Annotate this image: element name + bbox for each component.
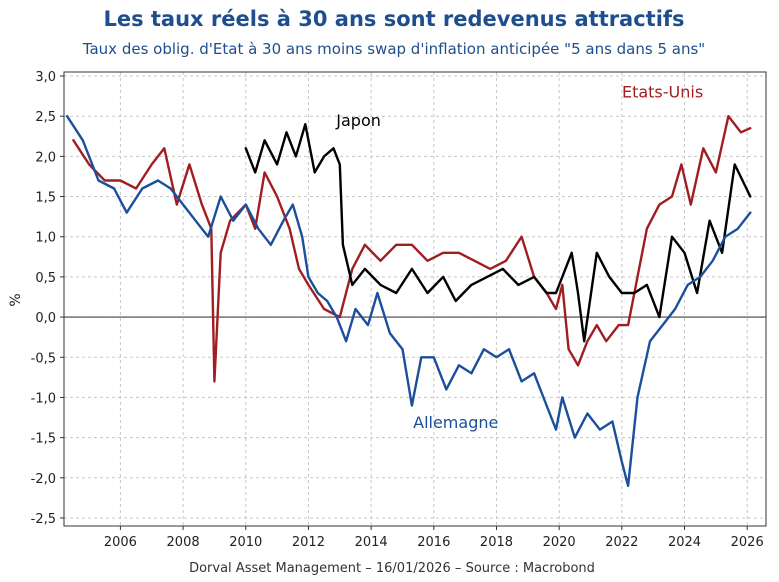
grid <box>64 72 766 526</box>
y-tick-label: 1,0 <box>35 231 56 246</box>
y-tick-label: 0,0 <box>35 311 56 326</box>
series-label-japon: Japon <box>335 111 381 130</box>
y-tick-label: -1,5 <box>31 432 56 447</box>
series-line-etats-unis <box>72 114 752 383</box>
y-tick-label: -1,0 <box>31 391 56 406</box>
x-tick-label: 2020 <box>543 535 576 550</box>
x-tick-label: 2006 <box>104 535 137 550</box>
x-tick-label: 2016 <box>417 535 450 550</box>
y-tick-label: 3,0 <box>35 70 56 85</box>
series-line-japon <box>244 122 752 343</box>
y-tick-label: 2,5 <box>35 110 56 125</box>
plot-area-frame <box>63 71 767 527</box>
footer-source: Dorval Asset Management – 16/01/2026 – S… <box>189 561 595 576</box>
series-label-etats-unis: Etats-Unis <box>622 83 703 102</box>
chart-subtitle: Taux des oblig. d'Etat à 30 ans moins sw… <box>82 40 705 58</box>
y-axis-label: % <box>8 293 24 306</box>
x-tick-label: 2018 <box>480 535 513 550</box>
x-tick-label: 2012 <box>292 535 325 550</box>
x-tick-label: 2024 <box>668 535 701 550</box>
x-tick-label: 2010 <box>229 535 262 550</box>
chart-title: Les taux réels à 30 ans sont redevenus a… <box>103 7 684 31</box>
y-tick-label: 1,5 <box>35 191 56 206</box>
y-tick-label: -2,5 <box>31 512 56 527</box>
x-tick-label: 2026 <box>731 535 764 550</box>
y-axis-ticks: 3,0 2,5 2,0 1,5 1,0 0,5 0,0 -0,5 -1,0 -1,5 -2,0 -2,… <box>31 70 64 527</box>
y-tick-label: -0,5 <box>31 351 56 366</box>
y-tick-label: -2,0 <box>31 472 56 487</box>
series-label-allemagne: Allemagne <box>413 413 498 432</box>
x-tick-label: 2014 <box>355 535 388 550</box>
x-axis-ticks: 2006 2008 2010 2012 2014 2016 2018 2020 2022 2024… <box>104 526 764 550</box>
series-lines <box>65 114 752 487</box>
y-tick-label: 0,5 <box>35 271 56 286</box>
x-tick-label: 2022 <box>605 535 638 550</box>
series-line-allemagne <box>65 114 752 487</box>
x-tick-label: 2008 <box>167 535 200 550</box>
y-tick-label: 2,0 <box>35 150 56 165</box>
series-labels: Japon Etats-Unis Allemagne <box>335 83 703 432</box>
